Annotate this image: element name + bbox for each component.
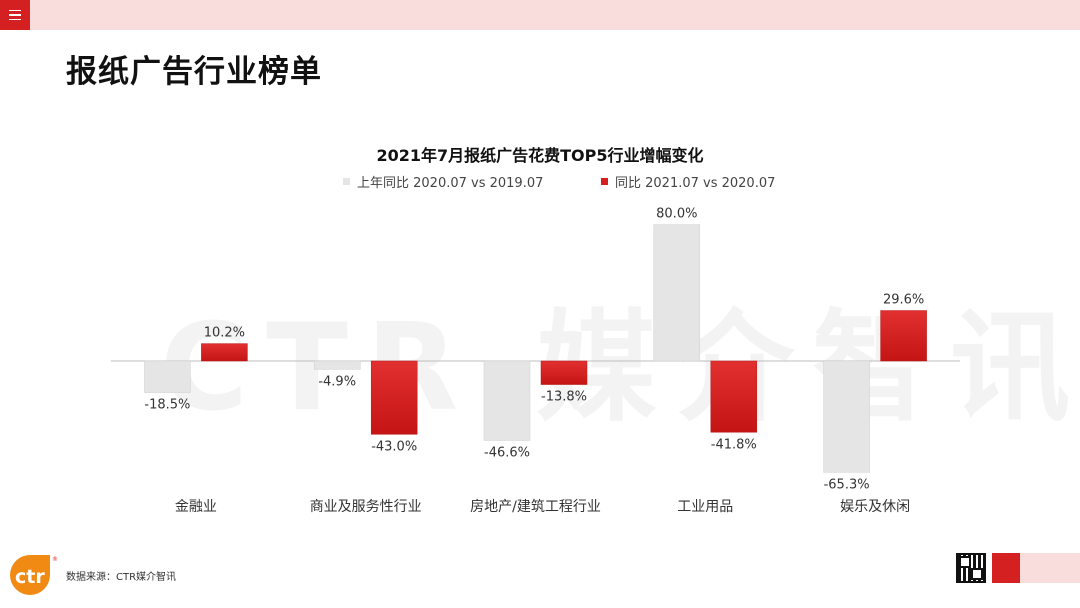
category-label-0: 金融业 (175, 499, 217, 515)
data-label-current-4: 29.6% (883, 293, 924, 308)
data-label-prior-2: -46.6% (484, 445, 530, 460)
category-label-1: 商业及服务性行业 (310, 499, 422, 515)
chart-legend: 上年同比 2020.07 vs 2019.07 同比 2021.07 vs 20… (0, 172, 1080, 192)
bar-current-2 (540, 360, 588, 385)
qr-code-icon (956, 553, 986, 583)
data-label-current-3: -41.8% (711, 437, 757, 452)
category-label-2: 房地产/建筑工程行业 (470, 499, 601, 515)
data-label-prior-3: 80.0% (656, 207, 697, 222)
ctr-logo: ctr ® (10, 555, 58, 595)
bar-current-1 (370, 360, 418, 435)
bar-prior-4 (823, 360, 870, 473)
legend-item-prior-year: 上年同比 2020.07 vs 2019.07 (343, 172, 543, 191)
legend-label-prior-year: 上年同比 2020.07 vs 2019.07 (357, 176, 544, 191)
bar-prior-3 (653, 224, 701, 362)
chart-title: 2021年7月报纸广告花费TOP5行业增幅变化 (376, 146, 704, 165)
category-label-4: 娱乐及休闲 (840, 499, 910, 515)
legend-swatch-grey (343, 178, 350, 185)
bar-current-4 (880, 310, 927, 362)
top-banner (0, 0, 1080, 30)
logo-registered-mark: ® (52, 556, 58, 563)
legend-item-current-year: 同比 2021.07 vs 2020.07 (601, 172, 775, 191)
category-label-3: 工业用品 (677, 499, 733, 515)
bar-current-0 (201, 343, 248, 362)
logo-text: ctr (15, 566, 45, 588)
bar-prior-0 (144, 360, 191, 393)
footer-pink-block (1020, 553, 1080, 583)
legend-label-current-year: 同比 2021.07 vs 2020.07 (615, 176, 776, 191)
bar-prior-1 (313, 360, 361, 370)
data-source: 数据来源：CTR媒介智讯 (66, 572, 177, 583)
bar-current-3 (710, 360, 758, 433)
bar-prior-2 (483, 360, 531, 441)
data-label-current-0: 10.2% (204, 326, 245, 341)
hamburger-menu-icon[interactable] (0, 0, 30, 30)
data-label-prior-4: -65.3% (824, 477, 870, 492)
footer-red-block (992, 553, 1020, 583)
data-label-current-1: -43.0% (371, 439, 417, 454)
data-label-prior-1: -4.9% (318, 374, 356, 389)
data-label-prior-0: -18.5% (144, 398, 190, 413)
legend-swatch-red (601, 178, 608, 185)
page-title: 报纸广告行业榜单 (66, 54, 322, 90)
data-label-current-2: -13.8% (541, 390, 587, 405)
